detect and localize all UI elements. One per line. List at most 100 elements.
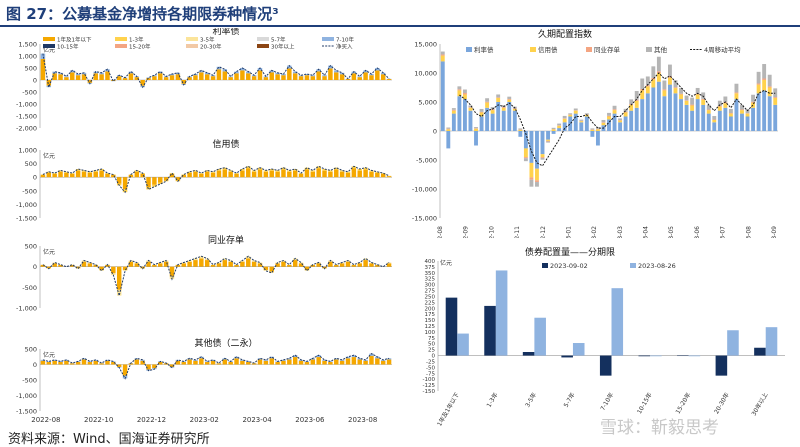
bar-segment <box>507 102 511 131</box>
y-unit-label: 亿元 <box>43 152 55 160</box>
bar-segment <box>485 98 489 101</box>
bar-secondary-segment <box>358 76 362 77</box>
bar-segment <box>768 96 772 131</box>
y-tick-label: 0 <box>433 128 437 136</box>
bar-main-segment <box>252 76 256 80</box>
legend-swatch <box>530 47 536 52</box>
bar-main-segment <box>270 358 274 364</box>
bar-main-segment <box>117 267 121 290</box>
y-tick-label: 25 <box>428 348 435 354</box>
bar-segment <box>590 130 594 131</box>
bar-segment <box>529 177 533 179</box>
bar-main-segment <box>123 177 127 189</box>
bar-main-segment <box>129 73 133 80</box>
bar-main-segment <box>205 74 209 80</box>
y-tick-label: -150 <box>423 389 436 395</box>
bar-main-segment <box>94 172 98 177</box>
bar-segment <box>751 95 755 102</box>
y-tick-label: -5,000 <box>416 157 437 165</box>
y-tick-label: -1,000 <box>16 392 37 400</box>
legend-swatch <box>542 263 548 268</box>
bar-main-segment <box>205 172 209 177</box>
legend-label: 其他 <box>654 45 668 54</box>
bar-main-segment <box>287 265 291 267</box>
bar-segment <box>635 101 639 108</box>
bar-main-segment <box>293 357 297 364</box>
bar-2023-08-26 <box>457 334 469 356</box>
bar-segment <box>729 117 733 132</box>
y-tick-label: 400 <box>425 259 436 265</box>
bar-segment <box>507 100 511 102</box>
bar-segment <box>469 108 473 111</box>
bar-segment <box>441 52 445 55</box>
bar-2023-09-02 <box>523 352 535 356</box>
bar-segment <box>463 94 467 99</box>
bar-main-segment <box>270 72 274 80</box>
bar-segment <box>557 126 561 128</box>
x-tick-label: 2022-12 <box>137 416 166 424</box>
bar-segment <box>529 180 533 187</box>
x-tick-label: 2023-06 <box>694 226 701 238</box>
bar-segment <box>707 114 711 131</box>
bar-segment <box>452 114 456 131</box>
bar-main-segment <box>316 357 320 364</box>
bar-segment <box>607 113 611 116</box>
bar-secondary-segment <box>322 75 326 76</box>
bar-segment <box>707 105 711 110</box>
bar-segment <box>507 97 511 99</box>
x-tick-label: 2022-08 <box>437 226 444 238</box>
y-tick-label: -500 <box>22 377 37 385</box>
bar-segment <box>740 110 744 111</box>
bar-main-segment <box>123 267 127 270</box>
bar-segment <box>518 131 522 137</box>
bar-main-segment <box>211 76 215 80</box>
bar-main-segment <box>275 172 279 177</box>
bar-segment <box>723 96 727 102</box>
y-tick-label: -500 <box>22 284 37 292</box>
bar-segment <box>679 94 683 95</box>
bar-main-segment <box>381 361 385 365</box>
bar-segment <box>712 120 716 122</box>
bar-main-segment <box>358 360 362 365</box>
bar-main-segment <box>158 73 162 80</box>
bar-main-segment <box>41 59 45 80</box>
y-tick-label: -50 <box>426 365 435 371</box>
bar-segment <box>773 105 777 131</box>
bar-main-segment <box>176 74 180 80</box>
bar-segment <box>574 111 578 114</box>
bar-segment <box>629 111 633 131</box>
bar-segment <box>552 128 556 129</box>
x-tick-label: 7-10年 <box>598 391 615 412</box>
bar-segment <box>751 103 755 108</box>
bar-main-segment <box>322 171 326 178</box>
bar-segment <box>646 85 650 86</box>
bar-2023-08-26 <box>727 330 739 355</box>
bar-main-segment <box>234 358 238 364</box>
bar-main-segment <box>223 360 227 365</box>
bar-segment <box>624 117 628 132</box>
bar-main-segment <box>340 172 344 177</box>
bar-segment <box>446 128 450 129</box>
bar-segment <box>590 128 594 129</box>
bar-segment <box>690 105 694 106</box>
bar-main-segment <box>64 77 68 80</box>
chart-title: 信用债 <box>212 138 239 150</box>
bar-segment <box>773 88 777 97</box>
bar-segment <box>618 121 622 123</box>
legend-swatch <box>43 37 55 41</box>
bar-segment <box>480 112 484 113</box>
bar-segment <box>557 128 561 131</box>
bar-2023-09-02 <box>754 348 766 356</box>
bar-main-segment <box>264 361 268 365</box>
bar-main-segment <box>363 72 367 80</box>
y-tick-label: 300 <box>425 283 436 289</box>
bar-segment <box>602 122 606 123</box>
bar-segment <box>723 108 727 131</box>
bar-main-segment <box>240 361 244 365</box>
bar-main-segment <box>287 360 291 365</box>
y-tick-label: -1,500 <box>16 215 37 223</box>
bar-segment <box>496 97 500 98</box>
bar-main-segment <box>228 77 232 80</box>
bar-2023-08-26 <box>573 343 585 356</box>
bar-segment <box>718 106 722 107</box>
